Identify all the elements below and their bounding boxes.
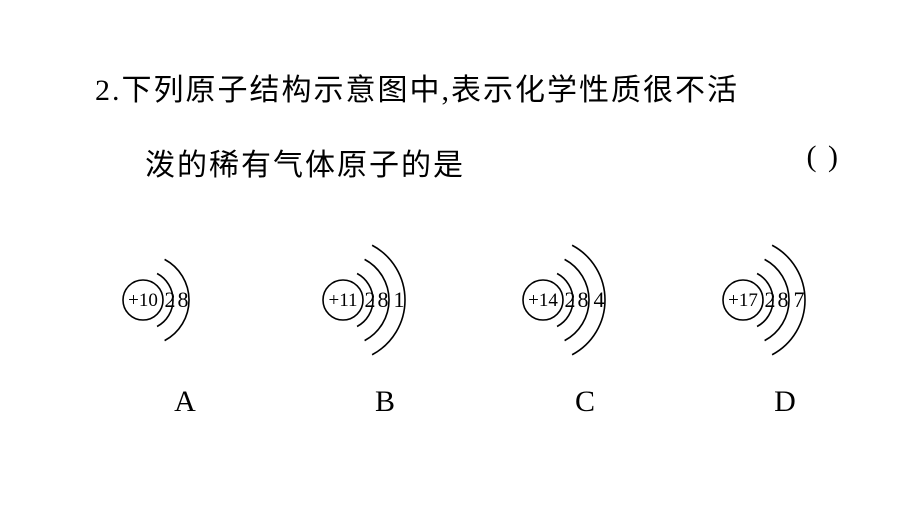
nucleus-charge: +10: [128, 290, 158, 311]
atom-diagram-b: +11 281: [295, 215, 475, 385]
options-row: +1028A+11281B+14284C+17287D: [95, 215, 875, 419]
shell-electrons-1: 2: [165, 287, 176, 312]
question-line-1: 2.下列原子结构示意图中,表示化学性质很不活: [95, 65, 739, 109]
shell-electrons-3: 7: [794, 287, 805, 312]
option-b: +11 281 B: [295, 215, 475, 419]
shell-electrons-1: 2: [565, 287, 576, 312]
option-label-c: C: [575, 385, 595, 419]
atom-diagram-c: +14 284: [495, 215, 675, 385]
nucleus-charge: +11: [328, 290, 357, 311]
nucleus-charge: +14: [528, 290, 558, 311]
question-line-2: 泼的稀有气体原子的是: [145, 140, 465, 184]
option-label-b: B: [375, 385, 395, 419]
shell-electrons-3: 4: [594, 287, 605, 312]
shell-electrons-3: 1: [394, 287, 405, 312]
shell-electrons-1: 2: [765, 287, 776, 312]
page: 2.下列原子结构示意图中,表示化学性质很不活 泼的稀有气体原子的是 ( ) +1…: [0, 0, 920, 518]
option-label-d: D: [774, 385, 796, 419]
answer-blank-paren: ( ): [807, 140, 840, 174]
option-a: +10 28 A: [95, 215, 275, 419]
shell-electrons-2: 8: [378, 287, 389, 312]
shell-electrons-2: 8: [178, 287, 189, 312]
atom-diagram-d: +17 287: [695, 215, 875, 385]
shell-electrons-2: 8: [578, 287, 589, 312]
option-c: +14 284 C: [495, 215, 675, 419]
shell-electrons-1: 2: [365, 287, 376, 312]
option-label-a: A: [174, 385, 196, 419]
nucleus-charge: +17: [728, 290, 758, 311]
option-d: +17 287 D: [695, 215, 875, 419]
shell-electrons-2: 8: [778, 287, 789, 312]
atom-diagram-a: +10 28: [95, 215, 275, 385]
